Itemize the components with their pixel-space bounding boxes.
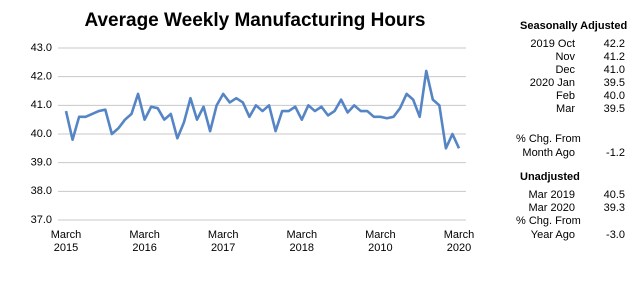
y-tick-label: 41.0	[31, 99, 52, 111]
data-line	[64, 69, 461, 150]
y-tick-label: 40.0	[31, 128, 52, 140]
y-tick-label: 39.0	[31, 157, 52, 169]
row-value: 40.5	[603, 189, 625, 201]
x-tick-label: March 2018	[286, 229, 318, 254]
change-label: Month Ago	[522, 147, 575, 159]
x-tick-label: March 2020	[443, 229, 475, 254]
x-tick-label: March 2016	[129, 229, 160, 254]
y-tick-label: 37.0	[31, 214, 52, 226]
row-value: 39.5	[603, 103, 625, 115]
row-label: Feb	[556, 90, 575, 102]
row-value: 39.5	[603, 77, 625, 89]
change-label: Year Ago	[530, 229, 575, 241]
row-label: 2020 Jan	[529, 77, 575, 89]
panel-heading: Unadjusted	[520, 171, 580, 183]
x-tick-label: March 2010	[365, 229, 396, 254]
row-label: Mar 2020	[528, 202, 575, 214]
row-label: Dec	[555, 64, 575, 76]
x-tick-label: March 2017	[207, 229, 239, 254]
row-value: 40.0	[603, 90, 625, 102]
panel-heading: Seasonally Adjusted	[520, 20, 628, 32]
row-label: 2019 Oct	[530, 38, 575, 50]
change-label: % Chg. From	[516, 215, 581, 227]
x-tick-label: March 2015	[50, 229, 82, 254]
row-label: Nov	[555, 51, 575, 63]
row-label: Mar 2019	[528, 189, 575, 201]
chart-title: Average Weekly Manufacturing Hours	[84, 10, 425, 31]
change-value: -3.0	[606, 229, 625, 241]
y-tick-label: 42.0	[31, 71, 52, 83]
change-label: % Chg. From	[516, 133, 581, 145]
row-value: 41.0	[603, 64, 625, 76]
row-value: 39.3	[603, 202, 625, 214]
y-tick-label: 38.0	[31, 185, 52, 197]
change-value: -1.2	[606, 147, 625, 159]
row-value: 42.2	[603, 38, 625, 50]
row-value: 41.2	[603, 51, 625, 63]
y-tick-label: 43.0	[31, 42, 52, 54]
row-label: Mar	[556, 103, 575, 115]
